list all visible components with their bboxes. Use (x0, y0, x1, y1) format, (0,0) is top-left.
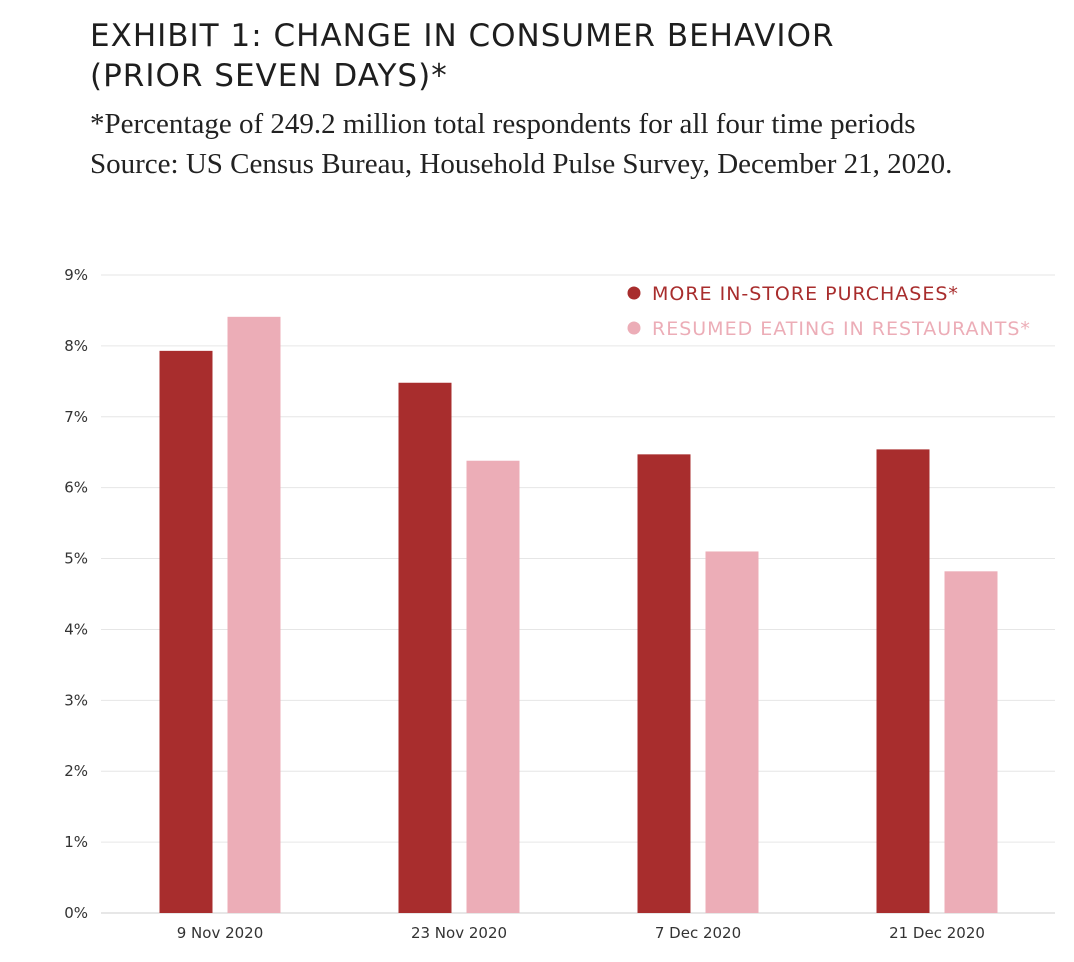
y-axis-tick-labels: 0% 1% 2% 3% 4% 5% 6% 7% 8% 9% (64, 266, 88, 922)
bar-eating-in-restaurants-1 (466, 460, 520, 913)
bar-eating-in-restaurants-0 (227, 316, 281, 913)
y-tick-label: 0% (64, 904, 88, 922)
x-axis-tick-labels: 9 Nov 2020 23 Nov 2020 7 Dec 2020 21 Dec 20… (177, 924, 985, 942)
x-tick-label: 9 Nov 2020 (177, 924, 264, 942)
bar-in-store-purchases-2 (637, 454, 691, 913)
legend-label-1: MORE IN-STORE PURCHASES* (652, 283, 959, 305)
bars (159, 316, 998, 914)
chart-subtitle-source: Source: US Census Bureau, Household Puls… (90, 148, 953, 180)
bar-in-store-purchases-3 (876, 449, 930, 913)
y-tick-label: 5% (64, 550, 88, 568)
bar-eating-in-restaurants-3 (944, 571, 998, 913)
legend-marker-1 (627, 286, 641, 300)
chart-title-line-2: (PRIOR SEVEN DAYS)* (90, 58, 448, 94)
y-tick-label: 7% (64, 408, 88, 426)
x-tick-label: 7 Dec 2020 (655, 924, 741, 942)
bar-in-store-purchases-1 (398, 382, 452, 913)
legend-marker-2 (627, 321, 641, 335)
y-tick-label: 9% (64, 266, 88, 284)
legend: MORE IN-STORE PURCHASES* RESUMED EATING I… (627, 283, 1031, 340)
y-tick-label: 3% (64, 691, 88, 709)
y-tick-label: 1% (64, 833, 88, 851)
chart-title-line-1: EXHIBIT 1: CHANGE IN CONSUMER BEHAVIOR (90, 18, 835, 54)
bar-in-store-purchases-0 (159, 350, 213, 914)
y-tick-label: 2% (64, 762, 88, 780)
x-tick-label: 21 Dec 2020 (889, 924, 985, 942)
bar-eating-in-restaurants-2 (705, 551, 759, 913)
y-tick-label: 4% (64, 620, 88, 638)
y-tick-label: 8% (64, 337, 88, 355)
legend-label-2: RESUMED EATING IN RESTAURANTS* (652, 318, 1031, 340)
chart-title: EXHIBIT 1: CHANGE IN CONSUMER BEHAVIOR (… (90, 16, 1050, 96)
y-tick-label: 6% (64, 479, 88, 497)
x-tick-label: 23 Nov 2020 (411, 924, 507, 942)
chart-subtitle-note: *Percentage of 249.2 million total respo… (90, 108, 916, 140)
